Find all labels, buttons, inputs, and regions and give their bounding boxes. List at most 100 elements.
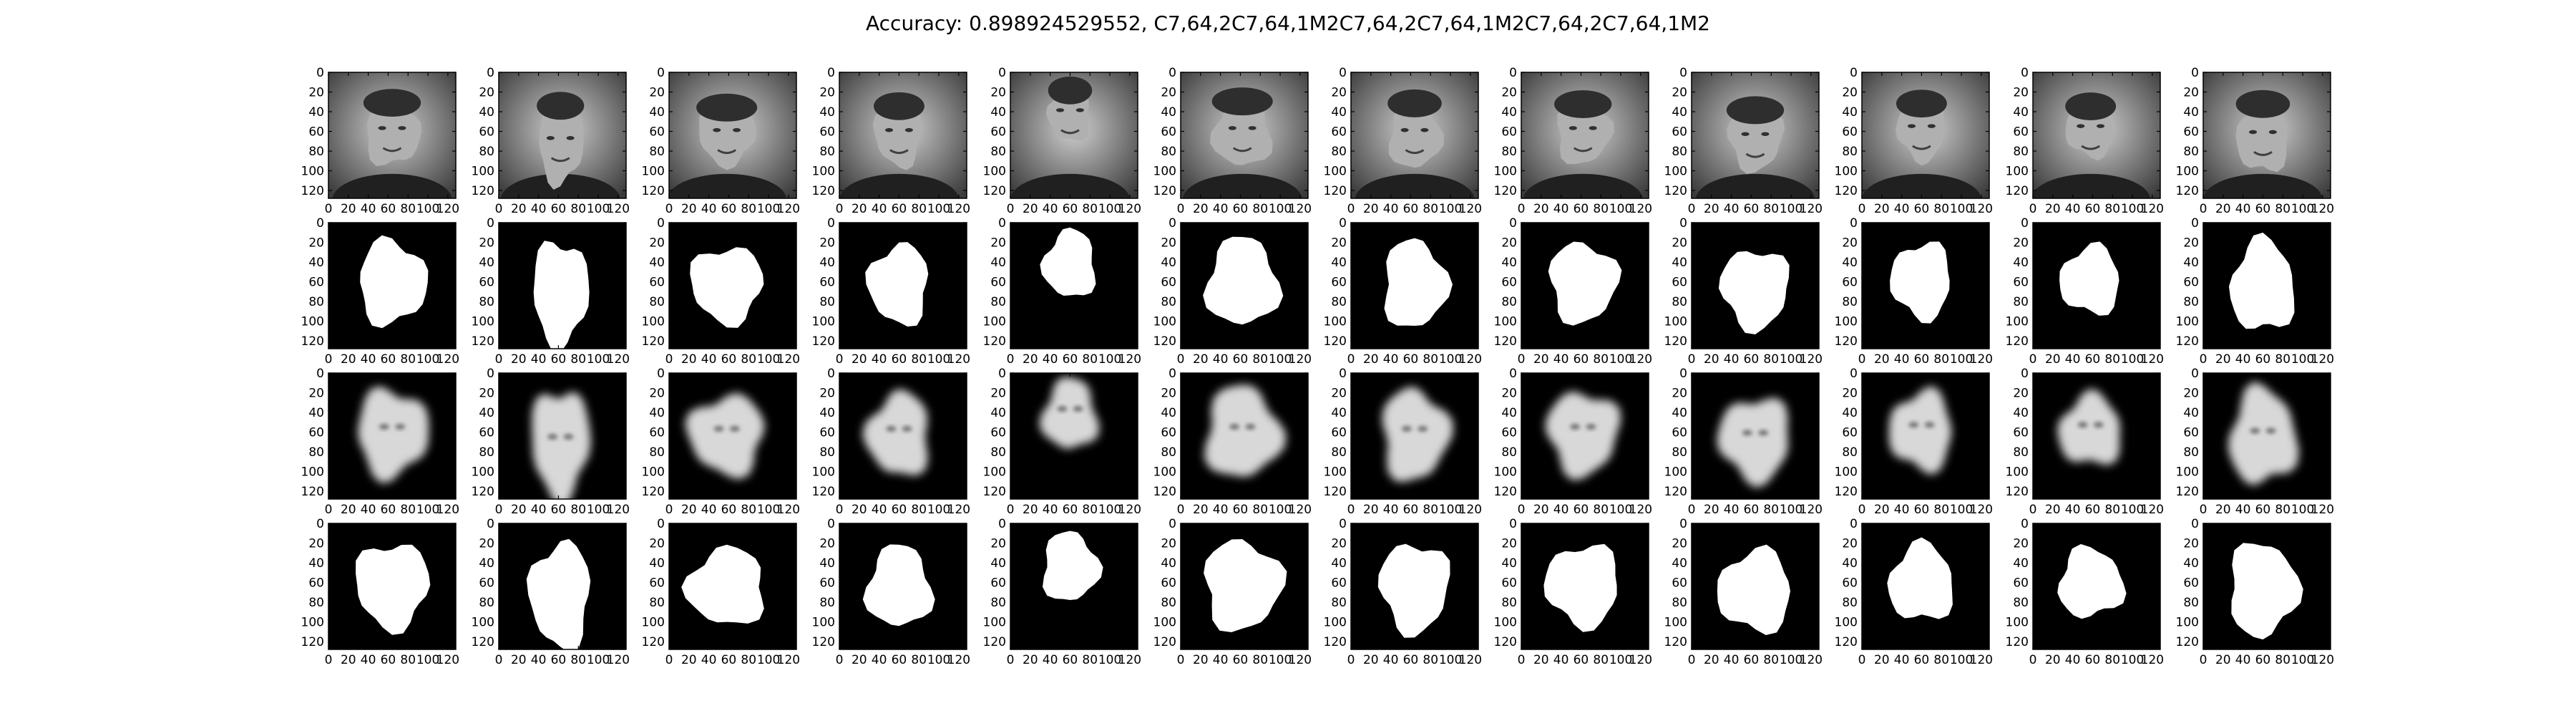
y-tick-label: 100	[2006, 165, 2029, 179]
y-tick-label: 0	[487, 367, 494, 381]
y-tick-label: 0	[1679, 517, 1687, 531]
y-tick-label: 20	[1672, 236, 1687, 251]
axes-frame	[1010, 372, 1138, 500]
y-tick-label: 20	[2013, 537, 2029, 551]
x-tick-label: 0	[1688, 503, 1696, 517]
x-tick-label: 20	[2045, 352, 2061, 367]
y-tick-label: 0	[316, 66, 324, 80]
y-tick-label: 20	[308, 537, 324, 551]
y-tick-label: 60	[1672, 576, 1687, 591]
y-tick-label: 20	[1672, 86, 1687, 100]
y-tick-label: 20	[479, 236, 494, 251]
y-tick-label: 20	[2183, 537, 2199, 551]
figure-title: Accuracy: 0.898924529552, C7,64,2C7,64,1…	[866, 11, 1710, 35]
mask-image	[1692, 373, 1819, 499]
x-tick-label: 0	[1177, 352, 1185, 367]
x-tick-label: 20	[2215, 653, 2231, 667]
x-tick-label: 80	[1252, 503, 1268, 517]
y-tick-label: 120	[1153, 635, 1176, 649]
x-tick-label: 20	[852, 503, 867, 517]
y-tick-label: 100	[983, 465, 1006, 480]
y-tick-label: 80	[649, 145, 665, 159]
y-tick-label: 100	[472, 315, 494, 329]
x-tick-label: 20	[2215, 352, 2231, 367]
y-tick-label: 100	[2176, 465, 2199, 480]
x-tick-label: 20	[852, 653, 867, 667]
y-tick-label: 80	[1331, 145, 1347, 159]
x-tick-label: 60	[2085, 653, 2101, 667]
y-tick-label: 80	[1331, 596, 1347, 610]
y-tick-label: 0	[1339, 517, 1347, 531]
x-tick-label: 40	[1213, 202, 1229, 216]
x-tick-label: 0	[836, 202, 844, 216]
axes-frame	[839, 372, 967, 500]
y-tick-label: 100	[812, 616, 835, 630]
y-tick-label: 20	[479, 387, 494, 401]
y-tick-label: 60	[1331, 276, 1347, 290]
x-tick-label: 40	[1724, 653, 1740, 667]
y-tick-label: 20	[308, 236, 324, 251]
y-tick-label: 0	[1850, 66, 1858, 80]
x-tick-label: 20	[1023, 352, 1038, 367]
mask-image	[2203, 223, 2331, 349]
y-tick-label: 100	[1835, 616, 1858, 630]
mask-image	[1521, 523, 1649, 649]
x-tick-label: 20	[1533, 653, 1549, 667]
x-tick-label: 60	[1063, 503, 1078, 517]
y-tick-label: 0	[2191, 367, 2199, 381]
y-tick-label: 120	[1664, 485, 1687, 499]
axes-frame	[1521, 523, 1649, 650]
y-tick-label: 100	[472, 465, 494, 480]
x-tick-label: 100	[1098, 202, 1121, 216]
x-tick-label: 100	[2291, 352, 2314, 367]
x-tick-label: 60	[2255, 352, 2271, 367]
y-tick-label: 80	[1842, 445, 1858, 460]
y-tick-label: 120	[1324, 635, 1347, 649]
y-tick-label: 80	[1842, 295, 1858, 309]
x-tick-label: 100	[1439, 352, 1462, 367]
x-tick-label: 40	[701, 202, 717, 216]
x-tick-label: 40	[361, 352, 376, 367]
y-tick-label: 20	[308, 387, 324, 401]
face-photo	[2203, 72, 2331, 198]
y-tick-label: 80	[1672, 295, 1687, 309]
x-tick-label: 100	[416, 503, 439, 517]
y-tick-label: 60	[479, 125, 494, 140]
y-tick-label: 120	[1324, 334, 1347, 349]
x-tick-label: 0	[1347, 352, 1355, 367]
y-tick-label: 40	[1672, 406, 1687, 420]
face-photo	[328, 72, 456, 198]
x-tick-label: 60	[1403, 202, 1419, 216]
y-tick-label: 40	[2183, 105, 2199, 120]
x-tick-label: 0	[1688, 202, 1696, 216]
x-tick-label: 0	[1347, 202, 1355, 216]
y-tick-label: 0	[657, 66, 665, 80]
x-tick-label: 0	[2029, 653, 2037, 667]
x-tick-label: 40	[361, 653, 376, 667]
x-tick-label: 120	[2311, 653, 2334, 667]
y-tick-label: 80	[1161, 596, 1176, 610]
x-tick-label: 40	[1213, 352, 1229, 367]
y-tick-label: 20	[990, 86, 1006, 100]
y-tick-label: 60	[1501, 576, 1517, 591]
y-tick-label: 120	[2006, 334, 2029, 349]
x-tick-label: 80	[1763, 653, 1779, 667]
x-tick-label: 0	[1007, 503, 1015, 517]
x-tick-label: 20	[1363, 202, 1379, 216]
y-tick-label: 0	[2191, 66, 2199, 80]
x-tick-label: 40	[2235, 503, 2251, 517]
y-tick-label: 100	[1324, 165, 1347, 179]
x-tick-label: 80	[2275, 352, 2290, 367]
x-tick-label: 80	[1763, 202, 1779, 216]
axes-frame	[1861, 72, 1990, 199]
y-tick-label: 80	[819, 295, 835, 309]
y-tick-label: 40	[308, 556, 324, 571]
